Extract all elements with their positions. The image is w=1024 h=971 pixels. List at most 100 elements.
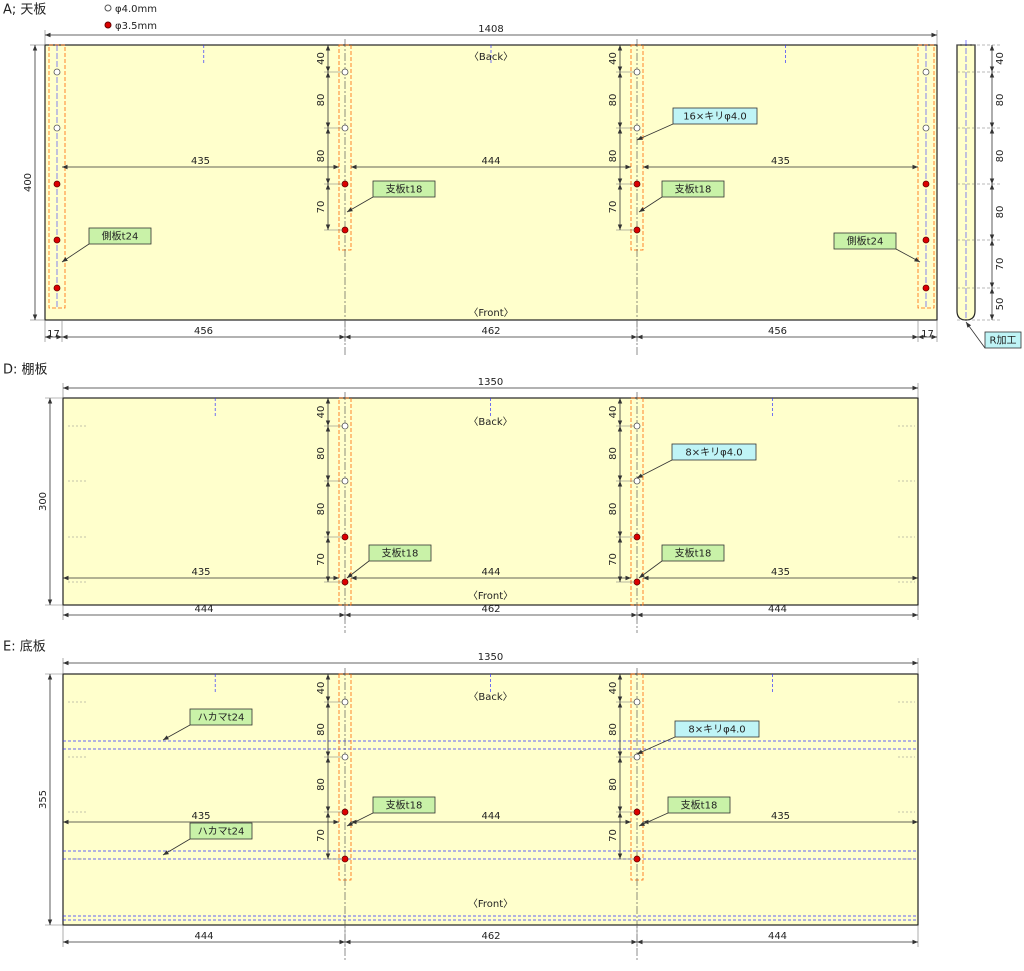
dimension-label: 17 [47, 329, 60, 340]
dimension-label: 444 [481, 567, 500, 578]
legend-text: φ3.5mm [115, 21, 157, 32]
front-label: 〈Front〉 [468, 307, 513, 319]
callout-arrow [346, 560, 370, 579]
callout-arrow [638, 560, 663, 579]
callout-box [189, 822, 253, 840]
callout-text: 側板t24 [102, 230, 139, 243]
callout-text: 支板t18 [681, 799, 718, 812]
callout-arrow [895, 248, 921, 263]
callout-box [372, 796, 436, 814]
callout-arrow [636, 123, 674, 141]
dimension-label: 80 [316, 723, 327, 736]
dimension-label: 70 [608, 829, 619, 842]
dimension-label: 462 [481, 931, 500, 942]
callout-arrow [162, 724, 191, 741]
dimension-label: 70 [316, 829, 327, 842]
dimension-label: 456 [194, 326, 213, 337]
callout-box [833, 232, 897, 250]
hole-red [53, 236, 61, 244]
callout-text: 側板t24 [847, 235, 884, 248]
hole-red [53, 284, 61, 292]
front-label: 〈Front〉 [468, 590, 513, 602]
dimension-label: 80 [608, 503, 619, 516]
hole-hollow [922, 124, 930, 132]
dimension-label: 1350 [478, 652, 503, 663]
callout-box [674, 720, 760, 738]
panel-title: D: 棚板 [3, 363, 48, 378]
callout-arrow [638, 196, 663, 213]
dimension-label: 435 [191, 811, 210, 822]
side-view [956, 44, 976, 321]
callout-text: 支板t18 [386, 183, 423, 196]
panel-title: A; 天板 [3, 3, 46, 18]
dimension-label: 40 [608, 406, 619, 419]
callout-text: 支板t18 [675, 547, 712, 560]
dimension-label: 435 [191, 567, 210, 578]
dimension-label: 80 [608, 723, 619, 736]
hole-hollow [53, 68, 61, 76]
hole-red [922, 236, 930, 244]
dimension-label: 80 [316, 778, 327, 791]
dimension-label: 70 [316, 201, 327, 214]
callout-text: R加工 [990, 335, 1017, 347]
dimension-label: 435 [771, 811, 790, 822]
callout-text: 支板t18 [382, 547, 419, 560]
legend-text: φ4.0mm [115, 4, 157, 15]
hole-red [53, 180, 61, 188]
dimension-label: 80 [316, 150, 327, 163]
callout-text: 支板t18 [675, 183, 712, 196]
dimension-label: 40 [316, 406, 327, 419]
callout-box [667, 796, 731, 814]
dimension-label: 40 [316, 52, 327, 65]
dimension-label: 80 [608, 778, 619, 791]
callout-box [372, 180, 436, 198]
callout-arrow [638, 812, 669, 827]
callout-text: 8×キリφ4.0 [685, 448, 742, 459]
dimension-label: 50 [995, 298, 1006, 311]
dimension-label: 1408 [478, 24, 503, 35]
dimension-label: 40 [608, 682, 619, 695]
dimension-label: 435 [771, 567, 790, 578]
callout-arrow [346, 196, 374, 213]
dimension-label: 70 [316, 553, 327, 566]
dimension-label: 80 [608, 447, 619, 460]
callout-text: 8×キリφ4.0 [688, 725, 745, 736]
callout-text: 16×キリφ4.0 [683, 112, 747, 123]
dimension-label: 444 [768, 931, 787, 942]
callout-box [661, 544, 725, 562]
callout-text: ハカマt24 [198, 712, 245, 724]
callout-arrow [346, 812, 374, 827]
dimension-label: 80 [316, 503, 327, 516]
dimension-label: 456 [768, 326, 787, 337]
dimension-label: 300 [38, 492, 49, 511]
dimension-label: 400 [23, 173, 34, 192]
dimension-label: 80 [995, 150, 1006, 163]
hole-hollow [922, 68, 930, 76]
callout-box [368, 544, 432, 562]
callout-box [672, 107, 758, 125]
dimension-label: 462 [481, 326, 500, 337]
panel-title: E: 底板 [3, 639, 46, 655]
callout-arrow [61, 243, 90, 263]
hole-hollow [53, 124, 61, 132]
legend-red [104, 21, 112, 29]
back-label: 〈Back〉 [468, 416, 512, 428]
dimension-label: 80 [608, 150, 619, 163]
dimension-label: 444 [481, 811, 500, 822]
dimension-label: 17 [921, 329, 934, 340]
dimension-label: 1350 [478, 377, 503, 388]
dimension-label: 444 [481, 156, 500, 167]
dimension-label: 444 [194, 604, 213, 615]
back-label: 〈Back〉 [469, 51, 513, 63]
callout-arrow [965, 321, 986, 349]
dimension-label: 462 [481, 604, 500, 615]
dimension-label: 40 [995, 52, 1006, 65]
callout-text: ハカマt24 [198, 826, 245, 838]
callout-arrow [636, 459, 673, 479]
dimension-label: 80 [995, 94, 1006, 107]
dimension-label: 435 [191, 156, 210, 167]
callout-box [671, 443, 757, 461]
dimension-label: 444 [768, 604, 787, 615]
callout-arrow [162, 838, 191, 856]
